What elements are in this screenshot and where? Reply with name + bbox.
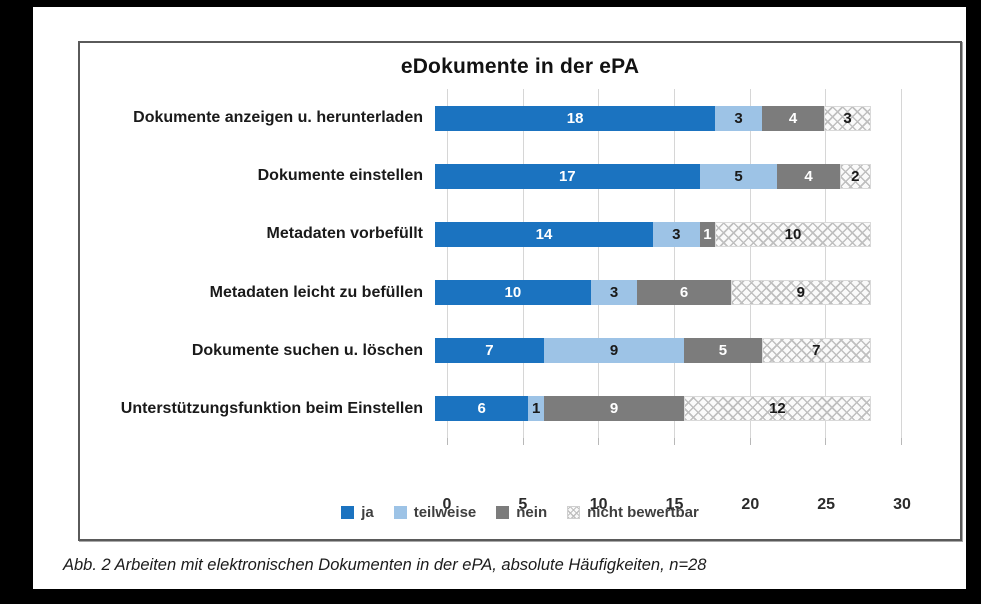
legend-swatch-nein bbox=[496, 506, 510, 519]
x-tick-label: 20 bbox=[741, 496, 760, 513]
bar-segment-nein: 9 bbox=[543, 396, 685, 422]
legend-swatch-nicht-bewertbar bbox=[567, 506, 581, 519]
bar-segment-nein: 5 bbox=[684, 338, 762, 364]
bar-value-label: 12 bbox=[769, 400, 786, 418]
bar-value-label: 9 bbox=[609, 400, 619, 418]
legend-label: nicht bewertbar bbox=[587, 504, 699, 521]
bar-segment-nicht-bewertbar: 7 bbox=[761, 338, 871, 364]
x-tick-label: 30 bbox=[893, 496, 911, 513]
legend-swatch-teilweise bbox=[393, 506, 407, 519]
x-tick-label: 5 bbox=[518, 496, 528, 513]
bar-value-label: 1 bbox=[703, 225, 712, 243]
chart-title: eDokumente in der ePA bbox=[400, 55, 640, 78]
bar-segment-teilweise: 3 bbox=[590, 280, 638, 306]
bar-track: 10 3 6 9 bbox=[435, 280, 902, 306]
bar-value-label: 10 bbox=[504, 284, 522, 302]
category-label: Dokumente einstellen bbox=[257, 167, 423, 185]
bar-value-label: 4 bbox=[804, 167, 813, 185]
chart-row: Metadaten vorbefüllt 14 3 1 10 bbox=[80, 205, 902, 263]
bar-value-label: 18 bbox=[566, 109, 584, 127]
bar-value-label: 17 bbox=[558, 167, 576, 185]
bar-value-label: 9 bbox=[609, 342, 619, 360]
chart-plot-area: Dokumente anzeigen u. herunterladen 18 3 4 3… bbox=[80, 89, 960, 513]
x-tick-label: 10 bbox=[589, 496, 608, 513]
figure-caption: Abb. 2 Arbeiten mit elektronischen Dokum… bbox=[63, 556, 707, 574]
bar-track: 18 3 4 3 bbox=[435, 105, 902, 131]
bar-value-label: 9 bbox=[796, 284, 805, 302]
bar-segment-ja: 7 bbox=[435, 338, 544, 364]
category-label: Metadaten leicht zu befüllen bbox=[209, 283, 423, 301]
bar-segment-teilweise: 3 bbox=[652, 221, 700, 247]
bar-value-label: 14 bbox=[535, 225, 553, 243]
bar-value-label: 7 bbox=[485, 342, 494, 360]
bar-value-label: 4 bbox=[788, 109, 798, 127]
legend-item-teilweise: teilweise bbox=[393, 504, 477, 521]
bar-value-label: 5 bbox=[734, 167, 743, 185]
x-tick-label: 25 bbox=[817, 496, 836, 513]
category-label: Metadaten vorbefüllt bbox=[266, 225, 423, 243]
bar-segment-ja: 14 bbox=[435, 221, 653, 247]
bar-segment-nein: 4 bbox=[761, 105, 825, 131]
bar-value-label: 3 bbox=[843, 109, 852, 127]
bar-value-label: 5 bbox=[718, 342, 728, 360]
chart-row: Dokumente suchen u. löschen 7 9 5 7 bbox=[80, 322, 902, 380]
bar-track: 6 1 9 12 bbox=[435, 396, 902, 422]
bar-value-label: 6 bbox=[679, 284, 689, 302]
chart-figure: eDokumente in der ePA Dokumente anzeigen… bbox=[78, 41, 962, 541]
gridlines bbox=[447, 89, 902, 438]
category-label: Dokumente suchen u. löschen bbox=[191, 341, 423, 359]
x-tick-label: 15 bbox=[665, 496, 684, 513]
bar-segment-ja: 18 bbox=[435, 105, 716, 131]
chart-row: Dokumente anzeigen u. herunterladen 18 3 4 3 bbox=[80, 89, 902, 147]
chart-legend: ja teilweise nein nicht bewertbar bbox=[80, 504, 960, 521]
bar-value-label: 7 bbox=[812, 342, 821, 360]
bar-value-label: 10 bbox=[784, 225, 802, 243]
bar-segment-ja: 10 bbox=[435, 280, 591, 306]
bar-value-label: 1 bbox=[532, 400, 541, 418]
bar-value-label: 3 bbox=[609, 284, 619, 302]
bar-track: 14 3 1 10 bbox=[435, 221, 902, 247]
legend-label: teilweise bbox=[413, 504, 477, 521]
bar-segment-nein: 4 bbox=[777, 163, 840, 189]
bar-segment-nicht-bewertbar: 3 bbox=[824, 105, 871, 131]
legend-item-nicht-bewertbar: nicht bewertbar bbox=[567, 504, 699, 521]
category-label: Dokumente anzeigen u. herunterladen bbox=[133, 109, 423, 127]
bar-segment-nicht-bewertbar: 2 bbox=[839, 163, 871, 189]
bar-segment-nein: 1 bbox=[699, 221, 716, 247]
x-axis-ticks bbox=[447, 438, 902, 445]
legend-item-nein: nein bbox=[496, 504, 547, 521]
bar-track: 17 5 4 2 bbox=[435, 163, 902, 189]
bar-segment-nicht-bewertbar: 10 bbox=[715, 221, 871, 247]
bar-segment-teilweise: 3 bbox=[715, 105, 762, 131]
bar-value-label: 2 bbox=[851, 167, 860, 185]
bar-segment-teilweise: 5 bbox=[699, 163, 778, 189]
bar-track: 7 9 5 7 bbox=[435, 338, 902, 364]
bar-value-label: 6 bbox=[477, 400, 486, 418]
bar-segment-nicht-bewertbar: 12 bbox=[684, 396, 871, 422]
legend-label: nein bbox=[516, 504, 548, 521]
x-tick-label: 0 bbox=[442, 496, 452, 513]
bar-segment-ja: 17 bbox=[435, 163, 700, 189]
bar-value-label: 3 bbox=[734, 109, 743, 127]
bar-value-label: 3 bbox=[672, 225, 681, 243]
chart-rows: Dokumente anzeigen u. herunterladen 18 3 4 3… bbox=[80, 89, 902, 438]
bar-segment-nein: 6 bbox=[637, 280, 731, 306]
bar-segment-teilweise: 9 bbox=[543, 338, 685, 364]
chart-row: Unterstützungsfunktion beim Einstellen 6 1… bbox=[80, 380, 902, 438]
category-label: Unterstützungsfunktion beim Einstellen bbox=[120, 399, 423, 417]
document-page: eDokumente in der ePA Dokumente anzeigen… bbox=[33, 7, 966, 589]
chart-row: Metadaten leicht zu befüllen 10 3 6 9 bbox=[80, 264, 902, 322]
legend-swatch-ja bbox=[341, 506, 355, 519]
x-axis-labels: 0 5 10 15 20 25 30 bbox=[443, 496, 911, 520]
bar-segment-ja: 6 bbox=[435, 396, 529, 422]
bar-segment-nicht-bewertbar: 9 bbox=[730, 280, 871, 306]
legend-label: ja bbox=[361, 504, 374, 521]
legend-item-ja: ja bbox=[341, 504, 374, 521]
bar-segment-teilweise: 1 bbox=[528, 396, 544, 422]
chart-row: Dokumente einstellen 17 5 4 2 bbox=[80, 147, 902, 205]
